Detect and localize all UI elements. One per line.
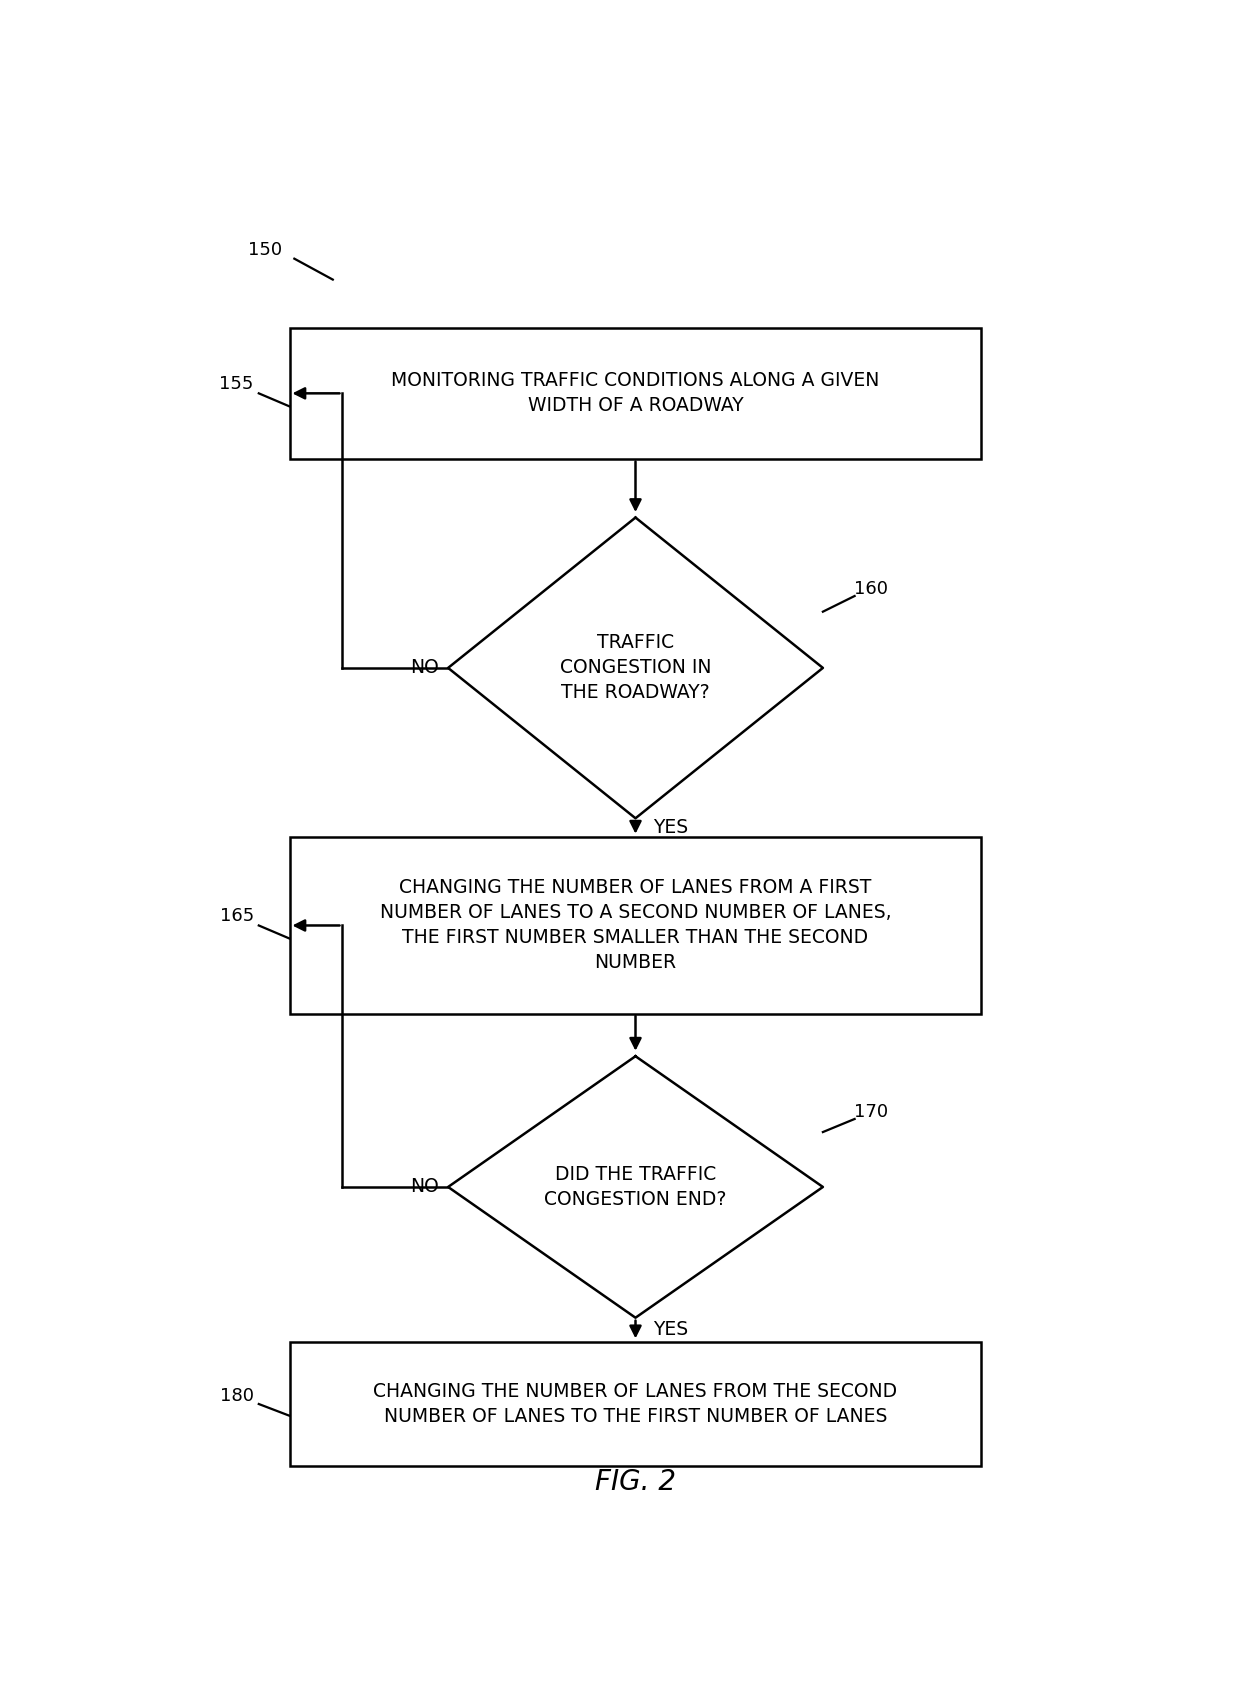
Text: 165: 165	[219, 907, 254, 925]
Text: 155: 155	[219, 375, 254, 394]
Text: 170: 170	[854, 1104, 888, 1121]
Text: NO: NO	[409, 659, 439, 678]
Bar	[290, 1341, 982, 1465]
Text: 180: 180	[219, 1387, 254, 1406]
Text: TRAFFIC
CONGESTION IN
THE ROADWAY?: TRAFFIC CONGESTION IN THE ROADWAY?	[559, 633, 712, 703]
Text: 160: 160	[854, 581, 888, 598]
Bar	[290, 328, 982, 458]
Text: NO: NO	[409, 1177, 439, 1197]
Text: YES: YES	[652, 1319, 688, 1340]
Text: MONITORING TRAFFIC CONDITIONS ALONG A GIVEN
WIDTH OF A ROADWAY: MONITORING TRAFFIC CONDITIONS ALONG A GI…	[392, 372, 879, 416]
Text: DID THE TRAFFIC
CONGESTION END?: DID THE TRAFFIC CONGESTION END?	[544, 1165, 727, 1209]
Bar	[290, 837, 982, 1014]
Text: 150: 150	[248, 241, 283, 258]
Text: FIG. 2: FIG. 2	[595, 1469, 676, 1496]
Text: YES: YES	[652, 818, 688, 837]
Text: CHANGING THE NUMBER OF LANES FROM A FIRST
NUMBER OF LANES TO A SECOND NUMBER OF : CHANGING THE NUMBER OF LANES FROM A FIRS…	[379, 878, 892, 973]
Text: CHANGING THE NUMBER OF LANES FROM THE SECOND
NUMBER OF LANES TO THE FIRST NUMBER: CHANGING THE NUMBER OF LANES FROM THE SE…	[373, 1382, 898, 1426]
